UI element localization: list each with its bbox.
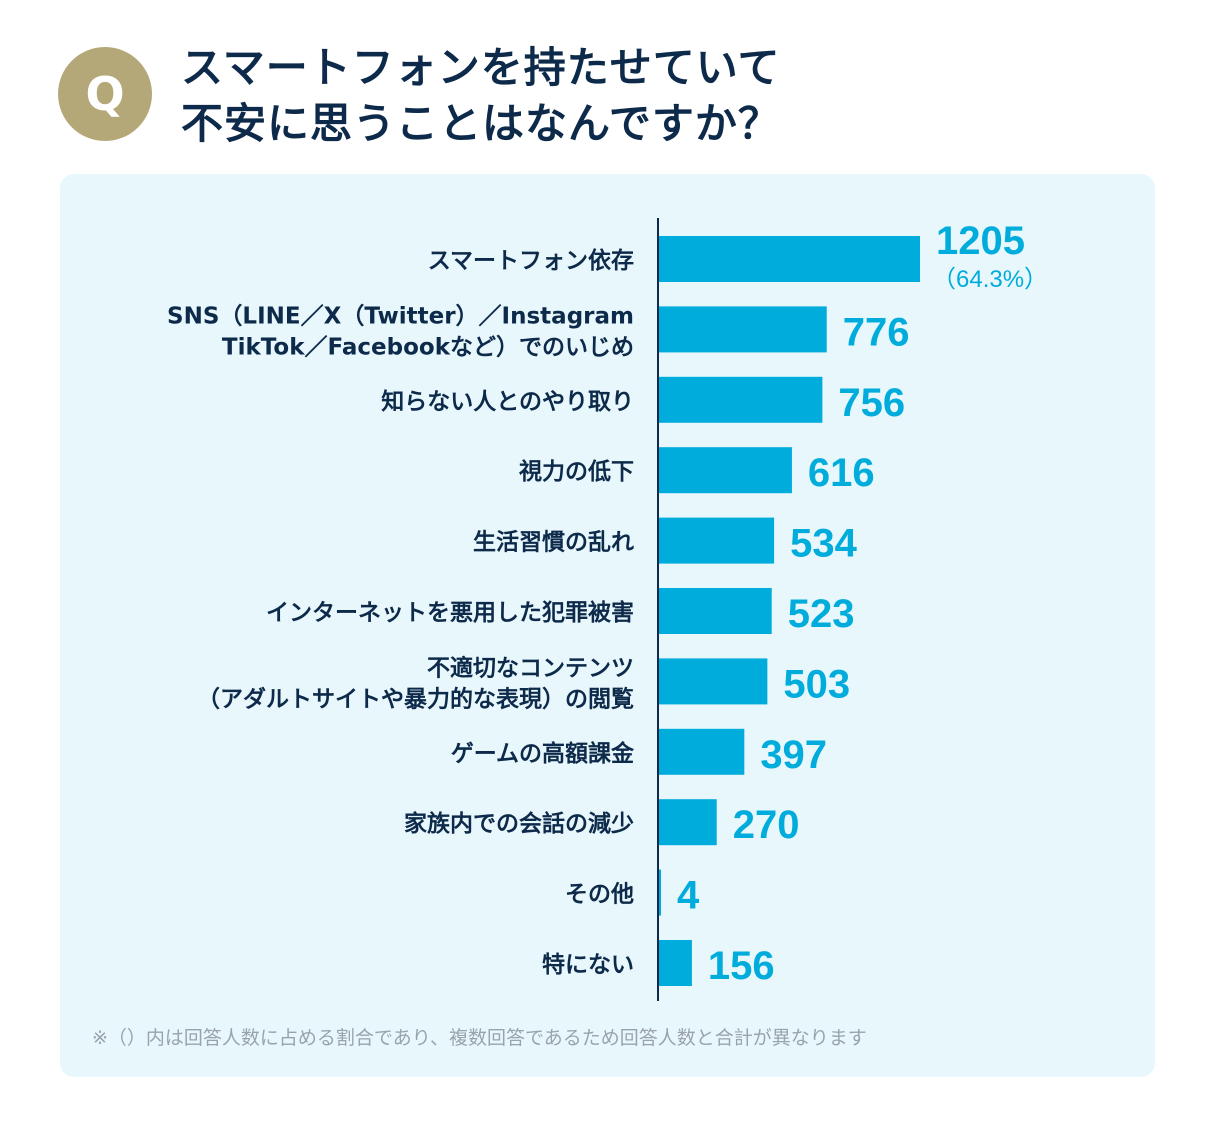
bar-row-1: SNS（LINE／X（Twitter）／Instagram TikTok／Face…	[167, 302, 909, 360]
bar-row-8: 家族内での会話の減少 270	[404, 799, 799, 847]
bar-1	[658, 306, 827, 353]
bar-2	[658, 376, 823, 423]
bar-9	[658, 869, 661, 916]
bar-6	[658, 658, 768, 705]
question-badge: Q	[58, 47, 152, 141]
chart-panel: スマートフォン依存 1205 （64.3%） SNS（LINE／X（Twitter）／…	[60, 174, 1155, 1077]
bar-8	[658, 799, 717, 846]
value-label-1: 776	[843, 310, 910, 354]
title-line-2: 不安に思うことはなんですか？	[181, 99, 781, 148]
value-label-9: 4	[677, 874, 700, 918]
category-label-0-0: スマートフォン依存	[428, 247, 634, 274]
value-label-7: 397	[760, 733, 827, 777]
bar-7	[658, 728, 745, 775]
value-label-8: 270	[733, 803, 800, 847]
bar-row-2: 知らない人とのやり取り 756	[381, 376, 905, 425]
footnote: ※（）内は回答人数に占める割合であり、複数回答であるため回答人数と合計が異なりま…	[92, 1027, 867, 1049]
page-title: スマートフォンを持たせていて 不安に思うことはなんですか？	[181, 40, 781, 152]
bar-row-10: 特にない 156	[542, 940, 775, 988]
bar-row-4: 生活習慣の乱れ 534	[473, 517, 858, 566]
bar-row-6: 不適切なコンテンツ （アダルトサイトや暴力的な表現）の閲覧 503	[197, 654, 850, 712]
category-label-6-0: 不適切なコンテンツ	[427, 654, 634, 681]
category-label-2-0: 知らない人とのやり取り	[381, 388, 634, 415]
bar-5	[658, 588, 772, 634]
bar-row-9: その他 4	[565, 869, 700, 918]
bar-chart: スマートフォン依存 1205 （64.3%） SNS（LINE／X（Twitter）／…	[167, 218, 1048, 1001]
value-label-4: 534	[790, 522, 857, 566]
category-label-8-0: 家族内での会話の減少	[404, 810, 634, 837]
question-badge-letter: Q	[85, 67, 125, 121]
category-label-6-1: （アダルトサイトや暴力的な表現）の閲覧	[197, 685, 634, 712]
value-label-2: 756	[838, 381, 905, 425]
bar-row-7: ゲームの高額課金 397	[451, 728, 827, 777]
value-annotation-0-0: （64.3%）	[932, 266, 1048, 293]
bar-3	[658, 447, 792, 494]
bar-row-3: 視力の低下 616	[518, 447, 875, 495]
bar-0	[658, 236, 920, 282]
value-label-10: 156	[708, 944, 775, 988]
category-label-1-1: TikTok／Facebookなど）でのいじめ	[222, 333, 634, 360]
bar-4	[658, 517, 775, 564]
category-label-10-0: 特にない	[542, 952, 634, 978]
value-label-3: 616	[808, 451, 875, 495]
category-label-1-0: SNS（LINE／X（Twitter）／Instagram	[167, 302, 634, 329]
title-line-1: スマートフォンを持たせていて	[181, 43, 781, 92]
category-label-7-0: ゲームの高額課金	[451, 740, 635, 767]
bar-row-0: スマートフォン依存 1205 （64.3%）	[428, 219, 1048, 293]
category-label-3-0: 視力の低下	[518, 459, 634, 485]
bar-row-5: インターネットを悪用した犯罪被害 523	[266, 588, 854, 636]
value-label-5: 523	[788, 592, 855, 636]
category-label-4-0: 生活習慣の乱れ	[473, 529, 634, 556]
bar-10	[658, 940, 692, 986]
category-label-5-0: インターネットを悪用した犯罪被害	[266, 599, 634, 626]
value-label-0: 1205	[936, 219, 1025, 263]
value-label-6: 503	[783, 662, 850, 706]
category-label-9-0: その他	[565, 882, 634, 908]
